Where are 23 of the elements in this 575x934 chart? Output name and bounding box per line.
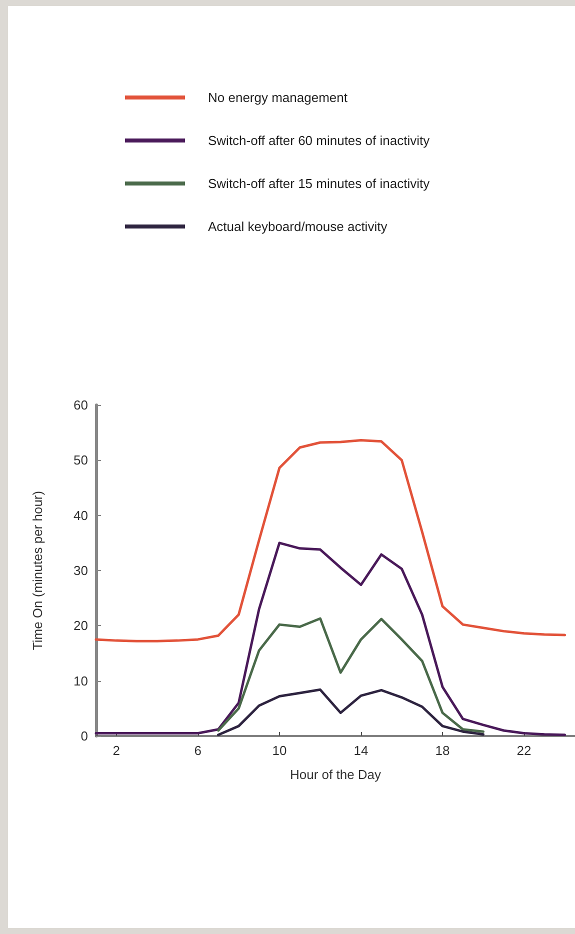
y-tick-label: 20 [74,618,88,634]
legend-label: No energy management [208,90,348,105]
x-tick-label: 2 [112,743,120,758]
y-tick-label: 30 [74,563,88,578]
legend-label: Switch-off after 60 minutes of inactivity [208,133,430,148]
line-series [217,688,485,736]
y-tick-label: 60 [74,398,88,412]
x-tick-label: 6 [194,743,202,758]
line-series [217,617,485,733]
x-tick-label: 10 [272,743,287,758]
x-tick-label: 22 [516,743,532,758]
line-series [94,542,566,736]
legend-label: Actual keyboard/mouse activity [208,219,388,234]
x-axis-title: Hour of the Day [290,767,382,782]
y-tick-label: 0 [80,728,88,744]
y-axis-title: Time On (minutes per hour) [30,490,45,650]
y-tick-label: 50 [74,452,88,468]
line-series [94,439,566,642]
x-tick-label: 14 [354,743,368,758]
y-tick-label: 10 [74,673,88,688]
legend-label: Switch-off after 15 minutes of inactivity [208,176,430,191]
y-tick-label: 40 [74,508,88,523]
x-tick-label: 18 [435,743,450,758]
